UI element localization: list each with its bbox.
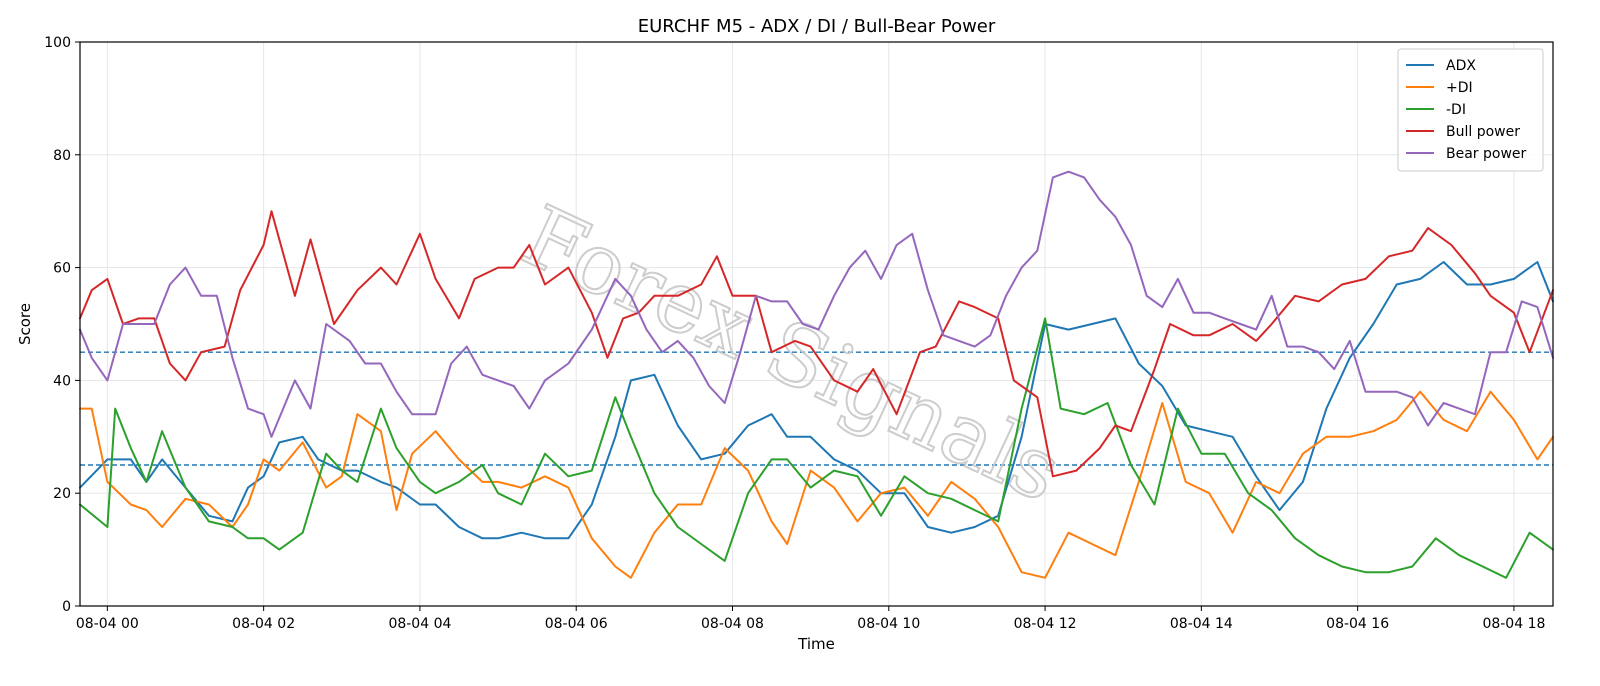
x-tick-label: 08-04 06 (545, 616, 608, 632)
plot-frame (79, 41, 1554, 607)
legend-box (1397, 48, 1544, 172)
series-line-bear-power (79, 170, 1554, 438)
x-tick-label: 08-04 14 (1170, 616, 1233, 632)
legend-label-bull-power: Bull power (1446, 124, 1520, 140)
series-line-di (79, 390, 1554, 579)
series-lines (79, 170, 1554, 579)
series-line-di (79, 317, 1554, 579)
legend-label-adx: ADX (1446, 58, 1476, 74)
x-tick-label: 08-04 04 (388, 616, 451, 632)
grid-lines (80, 41, 1553, 607)
x-tick-label: 08-04 18 (1482, 616, 1545, 632)
legend-label-bear-power: Bear power (1446, 146, 1527, 162)
y-tick-label: 40 (53, 373, 71, 389)
y-axis-title: Score (16, 303, 34, 345)
legend-label-di: -DI (1446, 102, 1466, 118)
series-line-bull-power (79, 210, 1554, 478)
x-tick-label: 08-04 10 (857, 616, 920, 632)
y-tick-label: 100 (44, 35, 71, 51)
series-line-adx (79, 261, 1554, 540)
y-tick-label: 20 (53, 486, 71, 502)
x-axis-title: Time (797, 635, 835, 653)
x-tick-label: 08-04 02 (232, 616, 295, 632)
y-tick-label: 0 (62, 599, 71, 615)
x-tick-label: 08-04 00 (76, 616, 139, 632)
legend-label-di: +DI (1446, 80, 1473, 96)
chart-title: EURCHF M5 - ADX / DI / Bull-Bear Power (638, 16, 996, 37)
x-tick-label: 08-04 12 (1014, 616, 1077, 632)
y-tick-label: 80 (53, 148, 71, 164)
x-tick-label: 08-04 08 (701, 616, 764, 632)
y-tick-label: 60 (53, 261, 71, 277)
x-tick-label: 08-04 16 (1326, 616, 1389, 632)
y-axis: 0 20 40 60 80 100 (44, 35, 80, 615)
x-axis: 08-04 00 08-04 02 08-04 04 08-04 06 08-04 08… (76, 606, 1545, 632)
legend: ADX +DI -DI Bull power Bear power (1397, 48, 1544, 172)
